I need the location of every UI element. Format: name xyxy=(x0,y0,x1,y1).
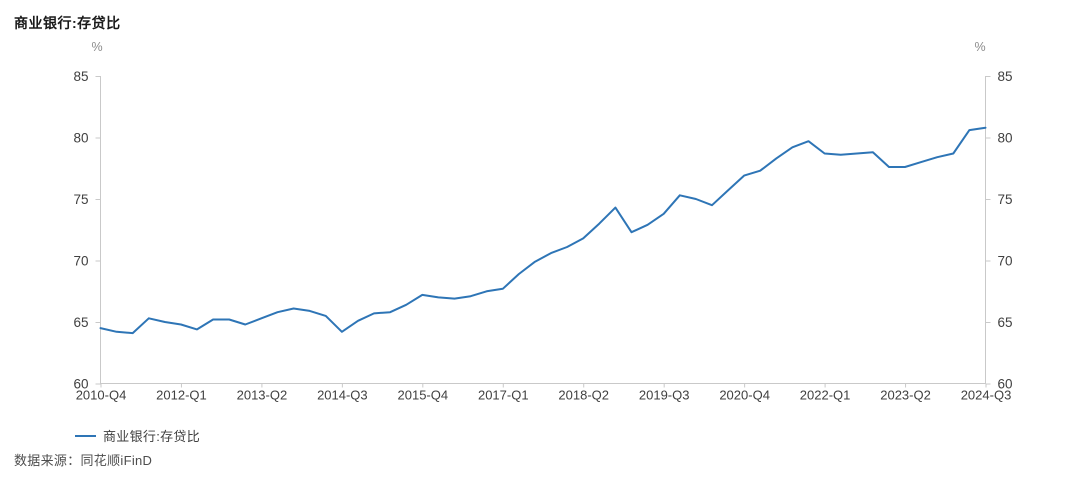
legend-line-marker xyxy=(75,434,96,437)
x-axis-tick-label: 2010-Q4 xyxy=(76,388,127,403)
y-axis-unit-label-right: % xyxy=(974,40,985,54)
y-axis-tick-label-right: 65 xyxy=(998,315,1013,330)
y-axis-tick-label-left: 85 xyxy=(73,69,88,84)
y-axis-tick-label-left: 60 xyxy=(73,377,88,392)
y-axis-tick-label-left: 75 xyxy=(73,192,88,207)
y-axis-tick-label-right: 75 xyxy=(998,192,1013,207)
y-axis-unit-label-left: % xyxy=(91,40,102,54)
x-axis-tick-label: 2022-Q1 xyxy=(800,388,851,403)
x-axis-tick-label: 2023-Q2 xyxy=(880,388,931,403)
x-axis-tick-label: 2013-Q2 xyxy=(237,388,288,403)
y-axis-tick-label-right: 60 xyxy=(998,377,1013,392)
x-axis-tick-label: 2012-Q1 xyxy=(156,388,207,403)
x-axis-tick-label: 2019-Q3 xyxy=(639,388,690,403)
x-axis-tick-label: 2015-Q4 xyxy=(398,388,449,403)
x-axis-tick-label: 2017-Q1 xyxy=(478,388,529,403)
y-axis-tick-label-left: 65 xyxy=(73,315,88,330)
series-line-loan-deposit-ratio xyxy=(99,126,987,335)
chart-title: 商业银行:存贷比 xyxy=(14,15,121,31)
x-axis-tick-label: 2024-Q3 xyxy=(961,388,1012,403)
legend-series-label: 商业银行:存贷比 xyxy=(103,429,201,444)
y-axis-tick-label-right: 70 xyxy=(998,254,1013,269)
x-axis-tick-label: 2014-Q3 xyxy=(317,388,368,403)
x-axis-tick-label: 2018-Q2 xyxy=(558,388,609,403)
y-axis-tick-label-left: 80 xyxy=(73,131,88,146)
y-axis-tick-label-right: 80 xyxy=(998,131,1013,146)
legend: 商业银行:存贷比 xyxy=(75,426,200,445)
y-axis-tick-label-right: 85 xyxy=(998,69,1013,84)
x-axis-tick-label: 2020-Q4 xyxy=(719,388,770,403)
y-axis-tick-label-left: 70 xyxy=(73,254,88,269)
data-source-note: 数据来源：同花顺iFinD xyxy=(14,453,153,468)
